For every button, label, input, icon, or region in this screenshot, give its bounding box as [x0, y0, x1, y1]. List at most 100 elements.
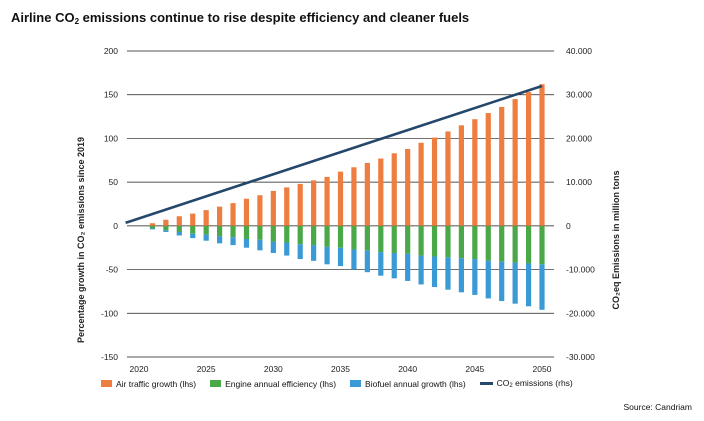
bar-engine-efficiency [257, 225, 263, 240]
left-tick-label: 150 [104, 90, 118, 100]
x-tick-label: 2045 [465, 364, 484, 374]
bar-air-traffic [163, 219, 169, 226]
bar-biofuel [378, 252, 384, 276]
bar-engine-efficiency [149, 225, 156, 229]
bar-air-traffic [485, 113, 491, 226]
bar-air-traffic [364, 162, 370, 226]
bar-engine-efficiency [418, 225, 424, 256]
bar-engine-efficiency [512, 225, 518, 263]
bar-air-traffic [217, 206, 223, 226]
bar-biofuel [445, 257, 451, 290]
bar-biofuel [539, 264, 545, 310]
bar-engine-efficiency [431, 225, 438, 257]
bar-air-traffic [324, 176, 330, 226]
bar-biofuel [499, 261, 505, 302]
bar-engine-efficiency [190, 225, 196, 234]
right-tick-label: 30.000 [566, 90, 592, 100]
source-note: Source: Candriam [623, 402, 692, 412]
bar-biofuel [391, 252, 397, 279]
right-tick-label: 20.000 [566, 133, 592, 143]
bar-engine-efficiency [539, 225, 545, 265]
x-tick-label: 2035 [331, 364, 350, 374]
right-axis-title: CO₂eq Emissions in million tons [611, 170, 621, 309]
bar-biofuel [364, 250, 370, 273]
bar-biofuel [203, 234, 209, 241]
right-tick-label: 10.000 [566, 177, 592, 187]
legend-item-engine: Engine annual efficiency (lhs) [210, 378, 336, 389]
bar-biofuel [230, 237, 236, 246]
bar-air-traffic [149, 223, 156, 226]
bar-air-traffic [230, 203, 236, 226]
bar-biofuel [512, 262, 518, 304]
bar-air-traffic [257, 195, 263, 226]
bar-engine-efficiency [203, 225, 209, 235]
bar-air-traffic [190, 213, 196, 226]
bar-air-traffic [391, 153, 397, 226]
right-ticks: 40.000 30.000 20.000 10.000 0 -10.000 -20.000 -… [566, 46, 595, 362]
bar-biofuel [284, 242, 290, 256]
bar-engine-efficiency [351, 225, 357, 250]
bar-biofuel [270, 241, 276, 253]
bar-engine-efficiency [472, 225, 478, 260]
right-tick-label: -20.000 [566, 308, 595, 318]
bar-biofuel [243, 238, 250, 248]
bar-air-traffic [445, 131, 451, 226]
bar-engine-efficiency [458, 225, 464, 259]
right-tick-label: 40.000 [566, 46, 592, 56]
bar-biofuel [149, 228, 156, 230]
bar-air-traffic [499, 106, 505, 226]
right-tick-label: 0 [566, 221, 571, 231]
bar-air-traffic [351, 167, 357, 226]
bar-air-traffic [337, 171, 344, 226]
bar-engine-efficiency [337, 225, 344, 248]
legend-label-engine: Engine annual efficiency (lhs) [225, 378, 337, 389]
legend-swatch-air-traffic [101, 380, 112, 387]
bar-air-traffic [525, 92, 532, 226]
co2-line [125, 84, 543, 225]
left-tick-label: -50 [106, 265, 119, 275]
bar-engine-efficiency [217, 225, 223, 237]
bar-engine-efficiency [284, 225, 290, 243]
bar-air-traffic [378, 158, 384, 226]
x-tick-label: 2040 [398, 364, 417, 374]
left-tick-label: 0 [113, 221, 118, 231]
bar-air-traffic [243, 198, 250, 226]
bar-air-traffic [176, 216, 182, 226]
bar-engine-efficiency [445, 225, 451, 258]
bar-engine-efficiency [163, 225, 169, 231]
bar-biofuel [311, 245, 317, 261]
x-tick-label: 2050 [533, 364, 552, 374]
bar-air-traffic [512, 99, 518, 226]
bar-biofuel [525, 263, 532, 307]
x-tick-label: 2030 [264, 364, 283, 374]
legend: Air traffic growth (lhs) Engine annual e… [101, 378, 573, 389]
bar-biofuel [217, 236, 223, 244]
left-tick-label: 100 [104, 133, 118, 143]
bar-engine-efficiency [378, 225, 384, 253]
legend-item-co2: CO2 emissions (rhs) [479, 378, 573, 389]
legend-swatch-co2 [479, 382, 493, 385]
bar-biofuel [337, 247, 344, 267]
co2-emissions-line [125, 84, 543, 225]
bar-biofuel [190, 233, 196, 239]
bar-engine-efficiency [391, 225, 397, 253]
left-tick-label: 50 [109, 177, 119, 187]
left-tick-label: -100 [101, 308, 118, 318]
bar-biofuel [472, 259, 478, 295]
legend-swatch-engine [210, 380, 222, 387]
bar-engine-efficiency [405, 225, 411, 254]
legend-item-biofuel: Biofuel annual growth (lhs) [350, 378, 466, 389]
legend-label-biofuel: Biofuel annual growth (lhs) [365, 378, 466, 389]
bar-biofuel [351, 249, 357, 270]
bar-biofuel [297, 244, 303, 260]
bar-biofuel [163, 230, 169, 232]
bar-air-traffic [311, 180, 317, 226]
bar-engine-efficiency [297, 225, 303, 245]
bar-air-traffic [270, 190, 276, 226]
bar-engine-efficiency [324, 225, 330, 247]
bar-air-traffic [203, 210, 209, 226]
bar-biofuel [176, 231, 182, 236]
bar-air-traffic [539, 84, 545, 226]
legend-item-air-traffic: Air traffic growth (lhs) [101, 378, 196, 389]
